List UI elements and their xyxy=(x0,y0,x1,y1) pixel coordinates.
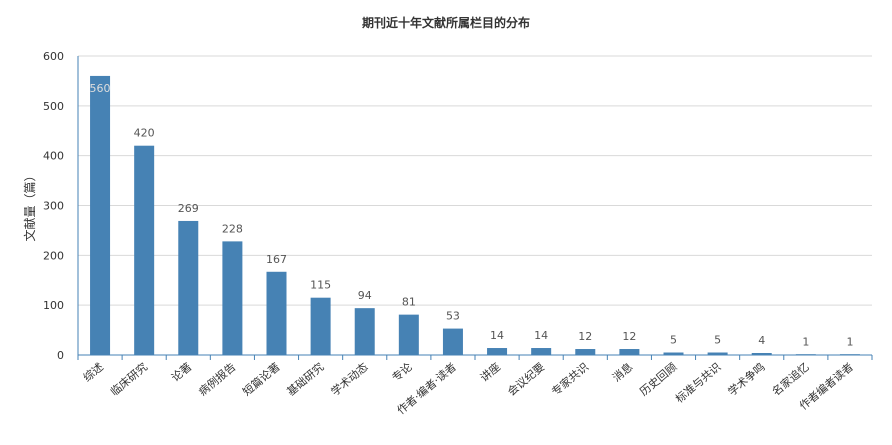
bar-15 xyxy=(751,353,772,355)
x-tick-label-1: 临床研究 xyxy=(107,360,150,399)
y-tick-label-2: 200 xyxy=(43,249,64,262)
bar-2 xyxy=(178,220,199,355)
bar-value-label-16: 1 xyxy=(802,336,809,349)
bar-value-label-10: 14 xyxy=(534,329,548,342)
y-tick-label-4: 400 xyxy=(43,150,64,163)
x-tick-label-16: 名家追忆 xyxy=(769,360,812,399)
y-tick-label-5: 500 xyxy=(43,100,64,113)
y-tick-label-0: 0 xyxy=(57,349,64,362)
bar-value-label-9: 14 xyxy=(490,329,504,342)
bar-value-label-6: 94 xyxy=(358,289,372,302)
bar-value-label-1: 420 xyxy=(134,127,155,140)
bar-6 xyxy=(354,308,375,355)
bar-7 xyxy=(398,314,419,355)
bar-value-label-2: 269 xyxy=(178,202,199,215)
bar-value-label-4: 167 xyxy=(266,253,287,266)
bar-value-label-5: 115 xyxy=(310,279,331,292)
x-tick-label-5: 基础研究 xyxy=(284,360,327,399)
bar-1 xyxy=(134,145,155,355)
x-tick-label-11: 专家共识 xyxy=(549,360,592,399)
bar-value-label-13: 5 xyxy=(670,334,677,347)
bar-12 xyxy=(619,349,640,355)
bar-value-label-0: 560 xyxy=(90,82,111,95)
bar-13 xyxy=(663,352,684,355)
x-tick-label-9: 讲座 xyxy=(477,360,503,385)
y-tick-label-1: 100 xyxy=(43,299,64,312)
bar-4 xyxy=(266,271,287,355)
bar-10 xyxy=(531,348,552,355)
x-tick-label-2: 论著 xyxy=(168,360,194,385)
x-tick-label-13: 历史回顾 xyxy=(637,360,679,398)
x-tick-label-0: 综述 xyxy=(80,360,106,385)
bar-5 xyxy=(310,297,331,355)
x-tick-label-15: 学术争鸣 xyxy=(725,360,768,399)
bar-11 xyxy=(575,349,596,355)
x-tick-label-10: 会议纪要 xyxy=(505,360,547,398)
y-tick-label-3: 300 xyxy=(43,200,64,213)
bar-value-label-7: 81 xyxy=(402,296,416,309)
bar-9 xyxy=(487,348,508,355)
x-tick-label-3: 病例报告 xyxy=(196,360,239,399)
y-axis-title: 文献量（篇） xyxy=(22,169,37,241)
x-tick-label-7: 专论 xyxy=(389,360,415,385)
bar-value-label-15: 4 xyxy=(758,334,765,347)
bar-value-label-12: 12 xyxy=(622,330,636,343)
x-tick-label-4: 短篇论著 xyxy=(240,360,283,399)
bar-value-label-11: 12 xyxy=(578,330,592,343)
bar-3 xyxy=(222,241,243,355)
bar-value-label-17: 1 xyxy=(846,336,853,349)
bar-16 xyxy=(795,354,816,355)
bar-value-label-8: 53 xyxy=(446,310,460,323)
x-tick-label-14: 标准与共识 xyxy=(672,360,723,406)
y-tick-label-6: 600 xyxy=(43,50,64,63)
x-tick-label-12: 消息 xyxy=(609,360,635,385)
bar-value-label-3: 228 xyxy=(222,222,243,235)
bar-17 xyxy=(839,354,860,355)
bar-8 xyxy=(442,328,463,355)
bar-0 xyxy=(90,75,111,355)
chart-title: 期刊近十年文献所属栏目的分布 xyxy=(361,16,530,30)
x-tick-label-6: 学术动态 xyxy=(328,360,371,399)
bar-14 xyxy=(707,352,728,355)
bar-value-label-14: 5 xyxy=(714,334,721,347)
